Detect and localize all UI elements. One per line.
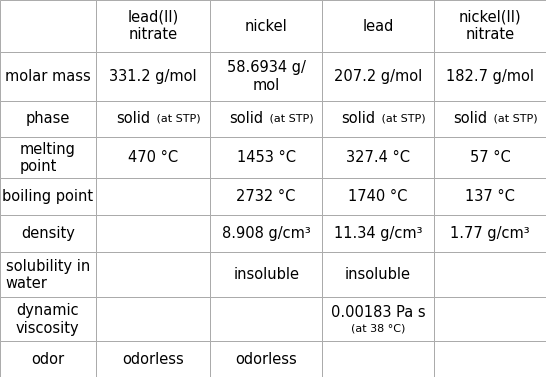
Text: melting
point: melting point [20,142,76,174]
Bar [96,137,210,178]
Bar [210,101,322,137]
Text: odorless: odorless [235,352,297,367]
Bar [96,297,210,342]
Bar [322,215,434,252]
Text: (at STP): (at STP) [153,114,200,124]
Text: 470 °C: 470 °C [128,150,178,166]
Bar [0,178,96,215]
Bar [210,215,322,252]
Text: 1.77 g/cm³: 1.77 g/cm³ [450,226,530,241]
Bar [322,52,434,101]
Text: boiling point: boiling point [2,189,93,204]
Bar [322,342,434,377]
Text: insoluble: insoluble [233,267,299,282]
Text: nickel(II)
nitrate: nickel(II) nitrate [459,10,521,42]
Text: 8.908 g/cm³: 8.908 g/cm³ [222,226,311,241]
Text: molar mass: molar mass [5,69,91,84]
Text: 1740 °C: 1740 °C [348,189,408,204]
Text: insoluble: insoluble [345,267,411,282]
Bar [0,137,96,178]
Bar [434,137,546,178]
Text: (at STP): (at STP) [378,114,426,124]
Bar [0,52,96,101]
Bar [96,178,210,215]
Bar [96,215,210,252]
Bar [322,252,434,297]
Text: 11.34 g/cm³: 11.34 g/cm³ [334,226,423,241]
Text: 58.6934 g/
mol: 58.6934 g/ mol [227,60,306,93]
Bar [96,342,210,377]
Bar [96,0,210,52]
Text: nickel: nickel [245,19,288,34]
Bar [0,215,96,252]
Bar [434,178,546,215]
Bar [434,252,546,297]
Text: solubility in
water: solubility in water [5,259,90,291]
Bar [322,0,434,52]
Text: solid: solid [453,112,487,126]
Bar [0,0,96,52]
Text: solid: solid [116,112,150,126]
Bar [0,252,96,297]
Bar [434,215,546,252]
Text: (at 38 °C): (at 38 °C) [351,323,405,333]
Text: odorless: odorless [122,352,184,367]
Bar [0,297,96,342]
Text: phase: phase [26,112,70,126]
Bar [210,137,322,178]
Text: 57 °C: 57 °C [470,150,511,166]
Bar [0,342,96,377]
Bar [434,0,546,52]
Text: 331.2 g/mol: 331.2 g/mol [109,69,197,84]
Text: lead(II)
nitrate: lead(II) nitrate [127,10,179,42]
Bar [210,342,322,377]
Bar [210,178,322,215]
Text: 137 °C: 137 °C [465,189,515,204]
Bar [434,297,546,342]
Text: 182.7 g/mol: 182.7 g/mol [446,69,534,84]
Bar [0,101,96,137]
Text: solid: solid [229,112,263,126]
Text: (at STP): (at STP) [266,114,314,124]
Bar [96,101,210,137]
Text: odor: odor [31,352,64,367]
Bar [322,137,434,178]
Text: density: density [21,226,75,241]
Bar [434,101,546,137]
Bar [210,252,322,297]
Bar [322,297,434,342]
Bar [210,297,322,342]
Bar [434,52,546,101]
Text: 1453 °C: 1453 °C [236,150,296,166]
Text: lead: lead [363,19,394,34]
Text: solid: solid [341,112,376,126]
Text: dynamic
viscosity: dynamic viscosity [16,303,80,336]
Text: 327.4 °C: 327.4 °C [346,150,410,166]
Bar [434,342,546,377]
Bar [96,52,210,101]
Text: 0.00183 Pa s: 0.00183 Pa s [331,305,425,320]
Text: 2732 °C: 2732 °C [236,189,296,204]
Text: (at STP): (at STP) [490,114,538,124]
Bar [210,0,322,52]
Bar [96,252,210,297]
Bar [322,178,434,215]
Bar [322,101,434,137]
Text: 207.2 g/mol: 207.2 g/mol [334,69,422,84]
Bar [210,52,322,101]
